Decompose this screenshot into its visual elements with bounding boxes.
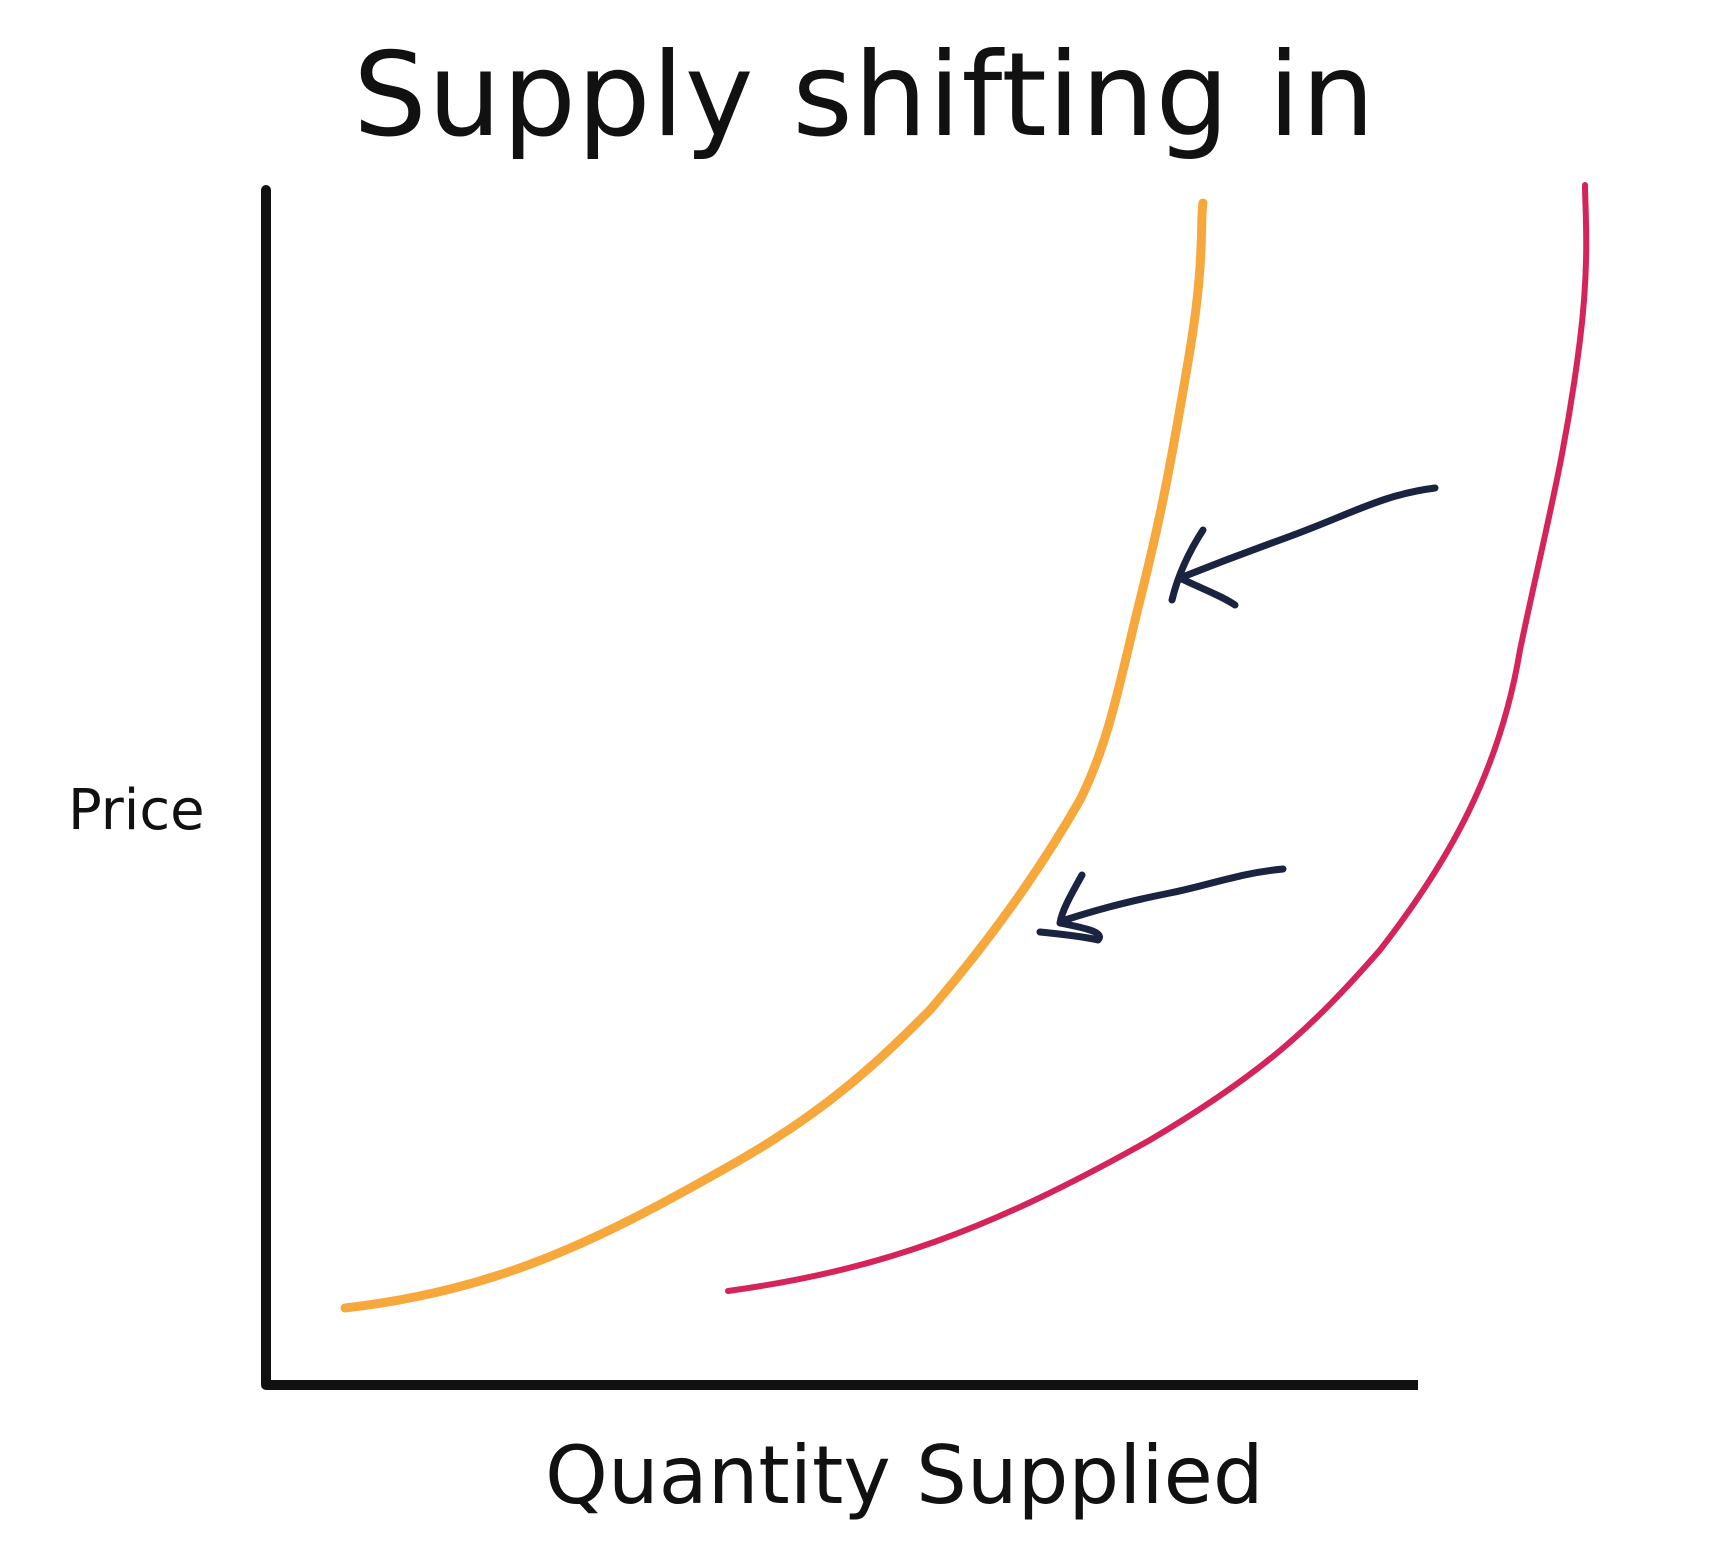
y-axis-label: Price xyxy=(68,778,205,843)
shift-arrow-upper xyxy=(1168,484,1439,609)
shift-arrow-lower xyxy=(1036,865,1287,944)
x-axis-label: Quantity Supplied xyxy=(545,1429,1264,1522)
left-arrow-icon xyxy=(1168,484,1439,609)
left-arrow-icon xyxy=(1036,865,1287,944)
diagram-title: Supply shifting in xyxy=(353,28,1376,163)
original-supply-curve xyxy=(725,182,1590,1294)
new-supply-curve xyxy=(340,198,1208,1313)
